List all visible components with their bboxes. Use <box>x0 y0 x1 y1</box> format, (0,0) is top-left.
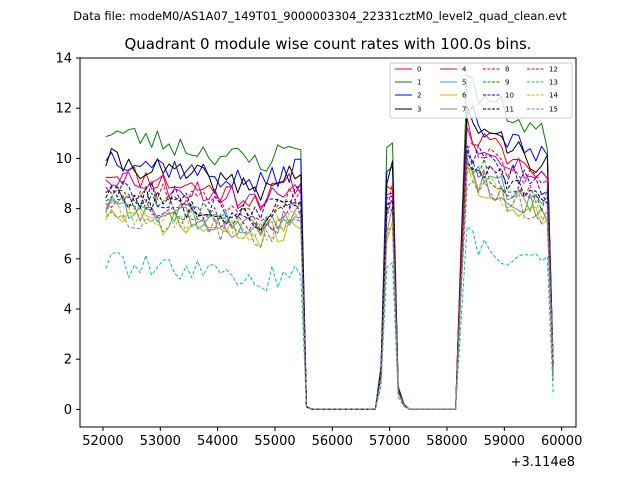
y-tick-label: 8 <box>64 202 72 217</box>
legend-frame <box>389 62 573 119</box>
legend-label-5: 5 <box>462 79 466 87</box>
legend-label-6: 6 <box>462 92 467 100</box>
legend-label-12: 12 <box>549 66 558 74</box>
y-axis: 0 2 4 6 8 10 12 14 <box>55 52 80 418</box>
chart-title: Quadrant 0 module wise count rates with … <box>124 35 531 53</box>
x-tick-label: 53000 <box>140 434 181 449</box>
x-tick-label: 54000 <box>197 434 238 449</box>
legend-label-3: 3 <box>417 106 421 114</box>
legend-label-9: 9 <box>505 79 509 87</box>
series-layer <box>105 74 554 410</box>
legend-label-10: 10 <box>505 92 514 100</box>
x-axis: 52000 53000 54000 55000 56000 57000 58000 59000… <box>82 427 582 449</box>
x-tick-label: 60000 <box>541 434 582 449</box>
legend-label-14: 14 <box>549 92 558 100</box>
legend-label-1: 1 <box>417 79 421 87</box>
y-tick-label: 14 <box>55 52 72 67</box>
legend-label-8: 8 <box>505 66 509 74</box>
y-tick-label: 12 <box>55 102 72 117</box>
y-tick-label: 6 <box>64 252 72 267</box>
chart-subtitle: Data file: modeM0/AS1A07_149T01_90000033… <box>73 9 567 23</box>
legend-label-7: 7 <box>462 106 466 114</box>
plot-frame <box>79 57 577 428</box>
series-line-11 <box>105 162 554 410</box>
legend-label-2: 2 <box>417 92 421 100</box>
x-tick-label: 52000 <box>82 434 123 449</box>
x-offset-label: +3.114e8 <box>511 455 575 470</box>
x-tick-label: 56000 <box>312 434 353 449</box>
series-line-13 <box>105 226 554 410</box>
legend-label-13: 13 <box>549 79 558 87</box>
y-tick-label: 4 <box>64 303 72 318</box>
legend-label-4: 4 <box>462 66 467 74</box>
legend-label-0: 0 <box>417 66 421 74</box>
x-tick-label: 58000 <box>426 434 467 449</box>
x-tick-label: 59000 <box>484 434 525 449</box>
legend-label-11: 11 <box>505 106 514 114</box>
series-line-15 <box>105 180 554 410</box>
legend-label-15: 15 <box>549 106 558 114</box>
y-tick-label: 2 <box>64 353 72 368</box>
x-tick-label: 57000 <box>369 434 410 449</box>
y-tick-label: 10 <box>55 152 72 167</box>
x-tick-label: 55000 <box>254 434 295 449</box>
y-tick-label: 0 <box>64 403 72 418</box>
